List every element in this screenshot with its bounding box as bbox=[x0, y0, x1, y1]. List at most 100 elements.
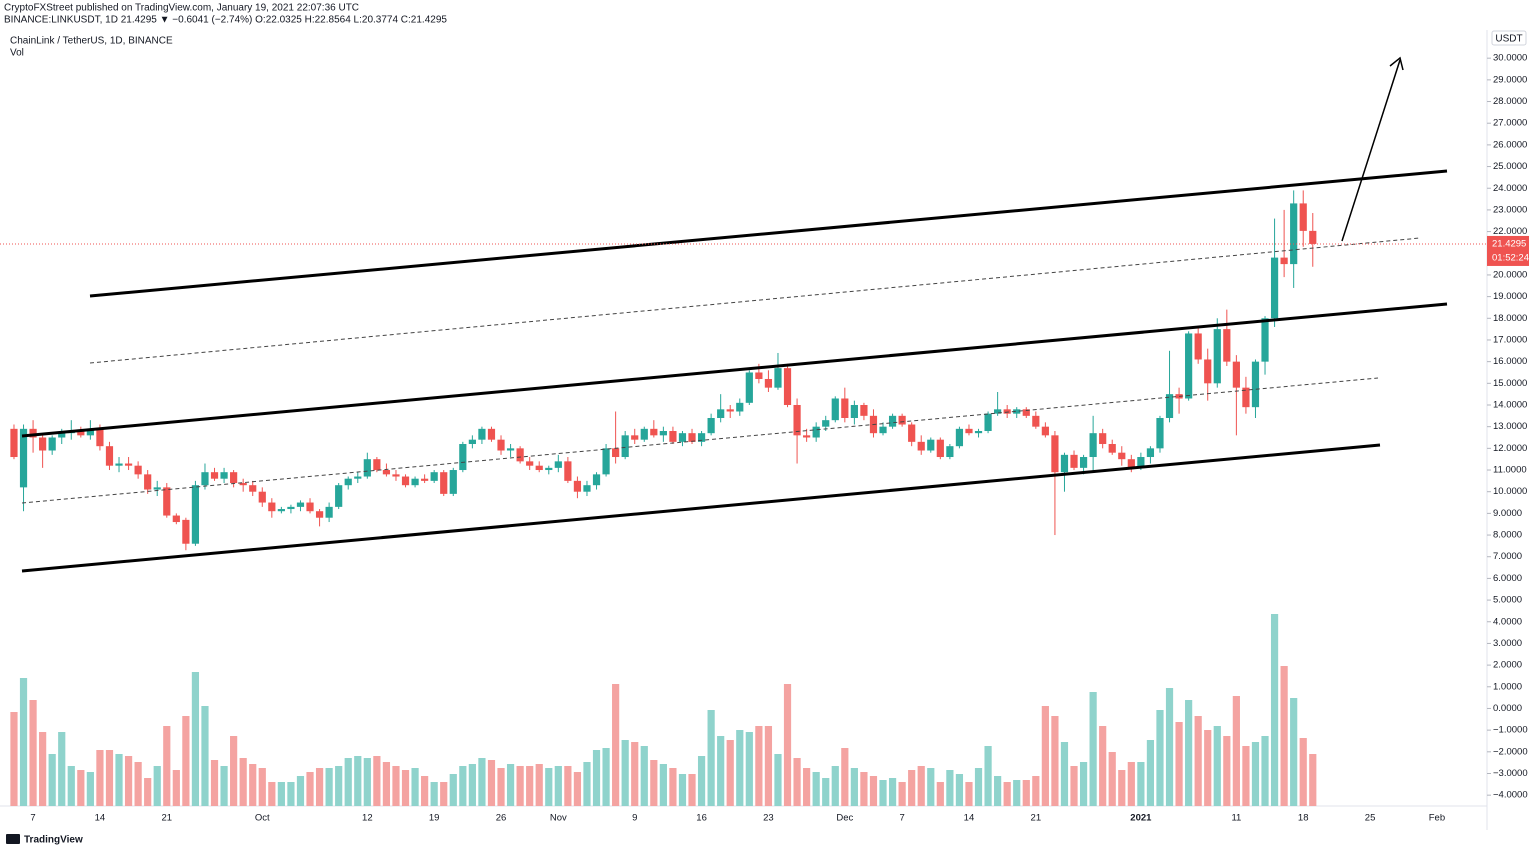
volume-bar bbox=[325, 768, 333, 806]
volume-bar bbox=[984, 746, 992, 806]
y-tick-label: 2.0000 bbox=[1493, 660, 1522, 671]
candle-body bbox=[1108, 444, 1116, 453]
candle-body bbox=[888, 415, 897, 427]
volume-bar bbox=[1213, 726, 1221, 806]
volume-bar bbox=[774, 754, 782, 806]
candle-body bbox=[879, 426, 887, 434]
volume-bar bbox=[315, 768, 324, 806]
volume-bar bbox=[29, 700, 37, 806]
candle-body bbox=[1032, 415, 1040, 427]
candle-body bbox=[468, 439, 476, 445]
logo: TradingView bbox=[24, 835, 83, 846]
volume-bar bbox=[1299, 738, 1307, 806]
x-tick-label: 25 bbox=[1365, 813, 1376, 824]
currency: USDT bbox=[1495, 34, 1522, 45]
y-tick-label: 8.0000 bbox=[1493, 530, 1522, 541]
candle-body bbox=[573, 480, 582, 492]
candle-body bbox=[1051, 435, 1059, 473]
candle-body bbox=[478, 428, 486, 440]
volume-bar bbox=[239, 758, 247, 806]
y-tick-label: 12.0000 bbox=[1493, 443, 1527, 454]
last-price-label: 21.4295 bbox=[1492, 238, 1526, 249]
volume-bar bbox=[602, 748, 610, 806]
candle-body bbox=[936, 439, 944, 458]
candle-body bbox=[124, 463, 133, 466]
candle-body bbox=[707, 418, 715, 434]
candle-body bbox=[105, 446, 114, 466]
volume-bar bbox=[793, 758, 801, 806]
candle-body bbox=[1270, 257, 1279, 319]
x-tick-label: 9 bbox=[632, 813, 637, 824]
y-tick-label: 9.0000 bbox=[1493, 508, 1522, 519]
y-tick-label: 7.0000 bbox=[1493, 551, 1522, 562]
candle-body bbox=[592, 474, 601, 486]
candle-body bbox=[344, 478, 352, 486]
candle-body bbox=[182, 519, 190, 544]
volume-bar bbox=[869, 776, 878, 806]
volume-bar bbox=[163, 726, 171, 806]
volume-bar bbox=[354, 756, 362, 806]
volume-bar bbox=[526, 766, 534, 806]
volume-bar bbox=[1270, 614, 1279, 806]
y-tick-label: −1.0000 bbox=[1493, 725, 1528, 736]
volume-bar bbox=[440, 782, 448, 806]
candle-body bbox=[497, 439, 505, 451]
candle-body bbox=[774, 368, 782, 388]
volume-bar bbox=[592, 750, 601, 806]
y-tick-label: 0.0000 bbox=[1493, 703, 1522, 714]
volume-bar bbox=[1175, 722, 1183, 806]
candle-body bbox=[526, 461, 534, 466]
candle-body bbox=[803, 435, 811, 438]
candle-body bbox=[564, 461, 572, 481]
volume-bar bbox=[373, 756, 381, 806]
y-tick-label: 3.0000 bbox=[1493, 638, 1522, 649]
candle-body bbox=[306, 502, 314, 512]
candle-body bbox=[984, 413, 992, 432]
volume-bar bbox=[144, 778, 152, 806]
volume-bar bbox=[707, 710, 715, 806]
volume-bar bbox=[191, 672, 200, 806]
y-tick-label: 29.0000 bbox=[1493, 74, 1527, 85]
candle-body bbox=[201, 472, 209, 486]
volume-bar bbox=[659, 764, 667, 806]
y-tick-label: 22.0000 bbox=[1493, 226, 1527, 237]
candle-body bbox=[1185, 333, 1193, 399]
x-tick-label: Feb bbox=[1429, 813, 1445, 824]
volume-bar bbox=[401, 770, 410, 806]
volume-bar bbox=[39, 732, 47, 806]
volume-bar bbox=[67, 766, 75, 806]
channel-line bbox=[89, 169, 1448, 298]
volume-bar bbox=[631, 742, 639, 806]
drawings bbox=[21, 56, 1448, 573]
candle-body bbox=[1194, 333, 1202, 360]
candle-body bbox=[1280, 257, 1288, 265]
volume-bar bbox=[888, 778, 897, 806]
y-tick-label: 27.0000 bbox=[1493, 118, 1527, 129]
volume-bar bbox=[1060, 742, 1069, 806]
volume-bar bbox=[554, 766, 562, 806]
volume-bar bbox=[831, 766, 839, 806]
channel-line bbox=[21, 302, 1448, 438]
candle-body bbox=[1013, 409, 1021, 414]
candle-body bbox=[631, 435, 639, 440]
volume-bar bbox=[1232, 696, 1240, 806]
volume-bar bbox=[77, 770, 85, 806]
candle-body bbox=[678, 433, 687, 442]
candle-body bbox=[440, 472, 448, 494]
volume-bar bbox=[306, 772, 314, 806]
volume-bar bbox=[1089, 692, 1097, 806]
x-tick-label: 19 bbox=[429, 813, 440, 824]
candle-body bbox=[1099, 433, 1107, 445]
volume-bar bbox=[430, 782, 438, 806]
candle-body bbox=[1070, 454, 1078, 468]
volume-bar bbox=[755, 726, 763, 806]
volume-bar bbox=[287, 782, 295, 806]
candle-body bbox=[841, 398, 849, 418]
candle-body bbox=[153, 487, 161, 490]
volume-bar bbox=[449, 774, 457, 806]
volume-bar bbox=[1032, 776, 1040, 806]
volume-bar bbox=[335, 766, 343, 806]
y-tick-label: 26.0000 bbox=[1493, 139, 1527, 150]
candle-body bbox=[545, 467, 553, 471]
arrow-head bbox=[1389, 56, 1404, 71]
